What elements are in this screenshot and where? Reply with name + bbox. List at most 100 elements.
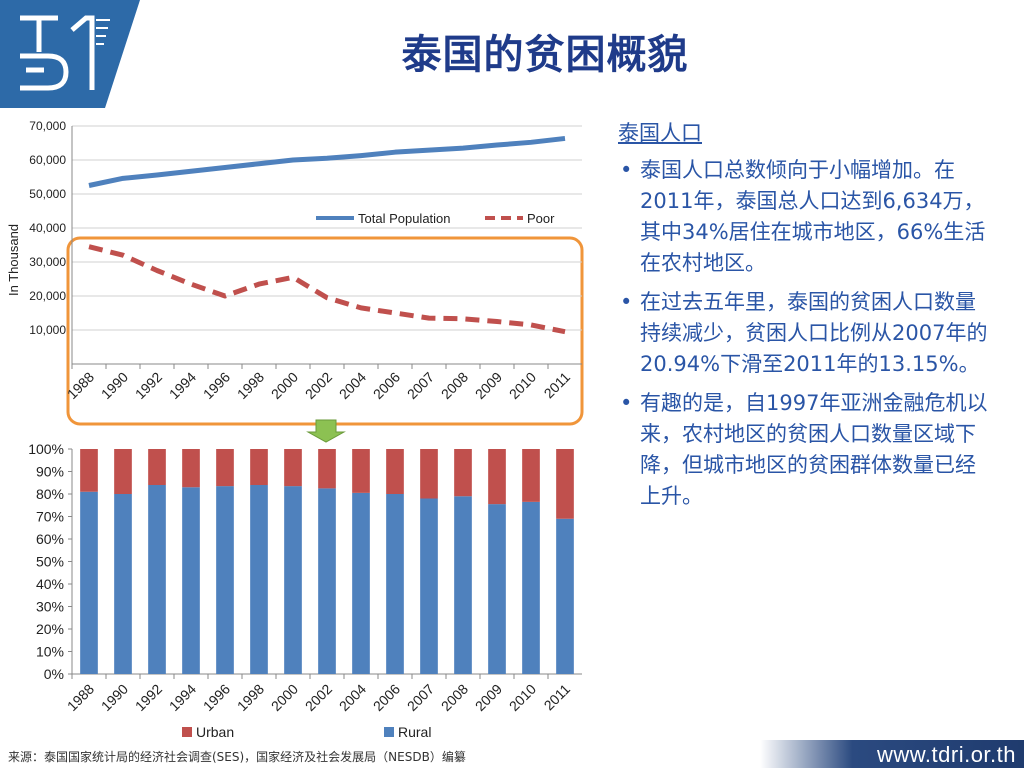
x-tick-label: 2002 [302, 681, 335, 714]
side-heading: 泰国人口 [618, 121, 702, 145]
bar-rural [284, 486, 302, 674]
bar-urban [488, 449, 506, 505]
bar-urban [318, 449, 336, 489]
x-tick-label: 2007 [404, 369, 437, 402]
legend-item: Urban [182, 724, 234, 740]
legend-swatch [384, 727, 394, 737]
stacked-bar-chart: 0%10%20%30%40%50%60%70%80%90%100%1988 199… [28, 441, 582, 740]
y-tick-label: 70,000 [29, 119, 66, 133]
y-tick-label: 50,000 [29, 187, 66, 201]
footer-band [760, 740, 1024, 768]
bar-rural [80, 491, 98, 674]
y-tick-label: 30,000 [29, 255, 66, 269]
legend-item: Poor [485, 211, 555, 226]
x-tick-label: 1996 [200, 369, 233, 402]
y-tick-label: 10% [36, 644, 64, 660]
bar-rural [114, 494, 132, 674]
x-tick-label: 2002 [302, 369, 335, 402]
x-tick-label: 1994 [166, 681, 199, 714]
y-tick-label: 80% [36, 486, 64, 502]
page-title: 泰国的贫困概貌 [401, 32, 689, 78]
x-tick-label: 1992 [132, 369, 165, 402]
bar-urban [284, 449, 302, 487]
bar-urban [80, 449, 98, 492]
legend-item: Rural [384, 724, 431, 740]
legend-item: Total Population [316, 211, 451, 226]
bar-urban [182, 449, 200, 488]
bullet-item: • 有趣的是，自1997年亚洲金融危机以来，农村地区的贫困人口数量区域下降，但城市… [620, 391, 988, 508]
bar-urban [352, 449, 370, 493]
bar-rural [386, 494, 404, 674]
bar-rural [454, 496, 472, 674]
y-tick-label: 60% [36, 531, 64, 547]
x-tick-label: 2010 [506, 681, 539, 714]
bar-rural [556, 518, 574, 674]
bar-rural [182, 487, 200, 674]
bar-urban [522, 449, 540, 502]
series-line-poor [88, 244, 566, 335]
website-url[interactable]: www.tdri.or.th [876, 742, 1016, 767]
x-tick-label: 1998 [234, 369, 267, 402]
bar-rural [216, 486, 234, 674]
x-tick-label: 2009 [472, 369, 505, 402]
y-tick-label: 20,000 [29, 289, 66, 303]
x-tick-label: 1990 [98, 681, 131, 714]
bar-rural [148, 485, 166, 674]
legend-label: Total Population [358, 211, 451, 226]
y-tick-label: 60,000 [29, 153, 66, 167]
x-tick-label: 2007 [404, 681, 437, 714]
bullet-item: • 泰国人口总数倾向于小幅增加。在2011年，泰国总人口达到6,634万，其中34… [620, 158, 986, 275]
y-tick-label: 10,000 [29, 323, 66, 337]
x-tick-label: 2011 [541, 369, 574, 402]
x-tick-label: 2011 [541, 681, 574, 714]
bar-rural [250, 485, 268, 674]
legend-label: Poor [527, 211, 555, 226]
y-tick-label: 70% [36, 509, 64, 525]
y-tick-label: 0% [44, 666, 64, 682]
x-tick-label: 2000 [268, 681, 301, 714]
x-tick-label: 2009 [472, 681, 505, 714]
y-tick-label: 100% [28, 441, 64, 457]
source-note: 来源：泰国国家统计局的经济社会调查(SES)，国家经济及社会发展局（NESDB）… [8, 750, 466, 764]
x-tick-label: 2008 [438, 681, 471, 714]
x-tick-label: 2004 [336, 369, 369, 402]
bar-urban [454, 449, 472, 497]
y-tick-label: 40,000 [29, 221, 66, 235]
down-arrow-icon [306, 419, 346, 443]
x-tick-label: 2006 [370, 681, 403, 714]
x-tick-label: 2000 [268, 369, 301, 402]
side-panel: 泰国人口 • 泰国人口总数倾向于小幅增加。在2011年，泰国总人口达到6,634万… [618, 118, 994, 520]
series-line-total-population [88, 135, 566, 188]
bar-urban [420, 449, 438, 499]
legend-label: Rural [398, 724, 431, 740]
y-tick-label: 40% [36, 576, 64, 592]
y-tick-label: 50% [36, 554, 64, 570]
legend-swatch [182, 727, 192, 737]
bar-urban [250, 449, 268, 485]
bar-rural [522, 501, 540, 674]
tdri-logo [0, 0, 140, 108]
bar-urban [114, 449, 132, 494]
line-chart: 10,000 20,000 30,000 40,000 50,000 60,000 70,0… [6, 119, 582, 402]
x-tick-label: 1994 [166, 369, 199, 402]
y-tick-label: 20% [36, 621, 64, 637]
bar-rural [352, 492, 370, 674]
x-tick-label: 1996 [200, 681, 233, 714]
y-tick-label: 30% [36, 599, 64, 615]
bar-rural [420, 498, 438, 674]
x-tick-label: 2010 [506, 369, 539, 402]
x-tick-label: 2004 [336, 681, 369, 714]
y-axis-label: In Thousand [6, 224, 21, 296]
bar-urban [556, 449, 574, 519]
x-tick-label: 2006 [370, 369, 403, 402]
x-tick-label: 1998 [234, 681, 267, 714]
legend-label: Urban [196, 724, 234, 740]
x-tick-label: 1988 [64, 681, 97, 714]
bar-urban [216, 449, 234, 487]
bullet-item: • 在过去五年里，泰国的贫困人口数量持续减少，贫困人口比例从2007年的20.94… [620, 290, 988, 376]
x-tick-label: 2008 [438, 369, 471, 402]
bar-urban [148, 449, 166, 485]
y-tick-label: 90% [36, 464, 64, 480]
x-tick-label: 1990 [98, 369, 131, 402]
